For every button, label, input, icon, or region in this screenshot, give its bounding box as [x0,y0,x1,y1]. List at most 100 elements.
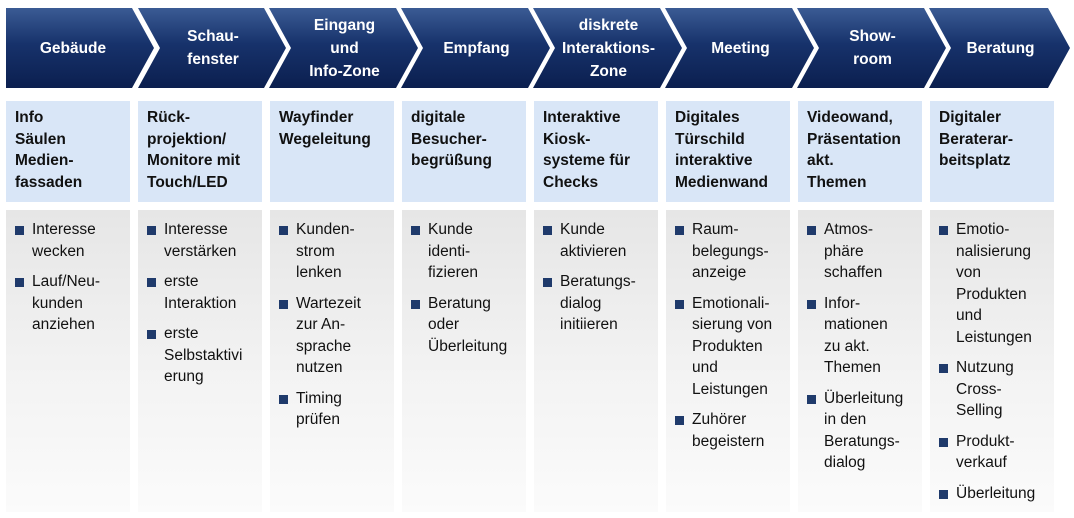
bullet-text: Überleitung [956,484,1036,502]
bullet-text: Produkt- verkauf [956,432,1015,472]
bullet-text: Raum- belegungs- anzeige [692,221,769,281]
bullet-list: Kunde identi- fizieren Beratung oder Über… [411,219,520,357]
square-bullet-icon [675,416,684,425]
process-chevron-bar [6,8,1070,88]
square-bullet-icon [15,278,24,287]
bullet-text: Kunde aktivieren [560,221,627,260]
stage-chevron [665,8,814,88]
bullet-text: erste Selbstaktivi erung [164,325,243,385]
bullet-item: Interesse verstärken [147,219,256,262]
bullet-list: Emotio- nalisierung von Produkten und Le… [939,219,1048,504]
bullet-item: erste Interaktion [147,271,256,314]
stage-label: Schau- fenster [187,28,239,68]
bullet-item: Timing prüfen [279,388,388,431]
square-bullet-icon [807,299,816,309]
stage-chevron [269,8,418,88]
stage-label: Meeting [711,39,770,57]
column-body: Atmos- phäre schaffen Infor- mationen zu … [798,210,922,512]
square-bullet-icon [675,299,684,309]
square-bullet-icon [939,489,948,499]
column-heading: Rück- projektion/ Monitore mit Touch/LED [138,101,262,202]
square-bullet-icon [15,226,24,235]
square-bullet-icon [807,394,816,404]
column-heading: Info Säulen Medien- fassaden [6,101,130,202]
bullet-text: erste Interaktion [164,273,237,312]
column-body: Raum- belegungs- anzeige Emotionali- sier… [666,210,790,512]
square-bullet-icon [939,364,948,373]
bullet-text: Infor- mationen zu akt. Themen [824,294,888,377]
bullet-text: Kunde identi- fizieren [428,221,478,281]
stage-label: Gebäude [39,39,107,57]
column-body: Interesse verstärken erste Interaktion ers… [138,210,262,512]
bullet-text: Beratung oder Überleitung [428,294,508,355]
bullet-list: Kunde aktivieren Beratungs- dialog initii… [543,219,652,336]
bullet-list: Interesse wecken Lauf/Neu- kunden anziehe… [15,219,124,336]
column-heading: Wayfinder Wegeleitung [270,101,394,202]
square-bullet-icon [147,226,156,235]
square-bullet-icon [147,278,156,287]
bullet-text: Emotio- nalisierung von Produkten und Le… [956,221,1032,346]
bullet-list: Kunden- strom lenken Wartezeit zur An- sp… [279,219,388,431]
stage-label: Eingang und Info-Zone [309,16,380,80]
bullet-item: Infor- mationen zu akt. Themen [807,293,916,379]
square-bullet-icon [939,226,948,235]
bullet-text: Nutzung Cross- Selling [956,359,1014,419]
bullet-item: Emotionali- sierung von Produkten und Le… [675,293,784,401]
bullet-item: Überleitung [939,483,1048,505]
stage-chevron [929,8,1070,88]
bullet-text: Beratungs- dialog initiieren [560,273,636,333]
bullet-list: Interesse verstärken erste Interaktion ers… [147,219,256,388]
bullet-text: Wartezeit zur An- sprache nutzen [296,294,361,377]
bullet-item: Atmos- phäre schaffen [807,219,916,284]
column-heading: Digitaler Beraterar- beitsplatz [930,101,1054,202]
bullet-item: erste Selbstaktivi erung [147,323,256,388]
bullet-item: Lauf/Neu- kunden anziehen [15,271,124,336]
stage-chevron [533,8,682,88]
square-bullet-icon [411,226,420,235]
column-body: Kunde aktivieren Beratungs- dialog initii… [534,210,658,512]
stage-label: Beratung [966,39,1035,57]
bullet-item: Raum- belegungs- anzeige [675,219,784,284]
column-body: Kunde identi- fizieren Beratung oder Über… [402,210,526,512]
bullet-item: Nutzung Cross- Selling [939,357,1048,422]
bullet-item: Beratungs- dialog initiieren [543,271,652,336]
bullet-text: Emotionali- sierung von Produkten und Le… [692,294,773,398]
bullet-text: Überleitung in den Beratungs- dialog [824,389,904,472]
bullet-text: Interesse verstärken [164,221,237,260]
column-heading: digitale Besucher- begrüßung [402,101,526,202]
square-bullet-icon [147,330,156,339]
square-bullet-icon [543,278,552,287]
bullet-item: Beratung oder Überleitung [411,293,520,358]
bullet-list: Atmos- phäre schaffen Infor- mationen zu … [807,219,916,474]
bullet-item: Wartezeit zur An- sprache nutzen [279,293,388,379]
square-bullet-icon [939,437,948,447]
bullet-text: Lauf/Neu- kunden anziehen [32,273,101,333]
stage-chevron [797,8,946,88]
square-bullet-icon [807,226,816,235]
stage-label: Empfang [443,39,510,57]
square-bullet-icon [675,226,684,235]
bullet-text: Timing prüfen [296,389,342,429]
stage-label: diskrete Interaktions- Zone [561,16,655,80]
column-body: Interesse wecken Lauf/Neu- kunden anziehe… [6,210,130,512]
bullet-text: Zuhörer begeistern [692,411,765,450]
stage-chevron [138,8,286,88]
stage-chevron [6,8,154,88]
column-body: Kunden- strom lenken Wartezeit zur An- sp… [270,210,394,512]
stage-chevron [401,8,550,88]
bullet-item: Emotio- nalisierung von Produkten und Le… [939,219,1048,348]
bullet-item: Interesse wecken [15,219,124,262]
bullet-item: Kunde aktivieren [543,219,652,262]
bullet-item: Kunden- strom lenken [279,219,388,284]
column-body: Emotio- nalisierung von Produkten und Le… [930,210,1054,512]
bullet-item: Kunde identi- fizieren [411,219,520,284]
square-bullet-icon [279,226,288,235]
square-bullet-icon [279,394,288,404]
square-bullet-icon [411,299,420,309]
stage-label: Show- room [849,28,896,68]
column-heading: Videowand, Präsentation akt. Themen [798,101,922,202]
bullet-text: Interesse wecken [32,221,96,260]
bullet-text: Atmos- phäre schaffen [824,221,883,281]
bullet-item: Produkt- verkauf [939,431,1048,474]
bullet-item: Zuhörer begeistern [675,409,784,452]
